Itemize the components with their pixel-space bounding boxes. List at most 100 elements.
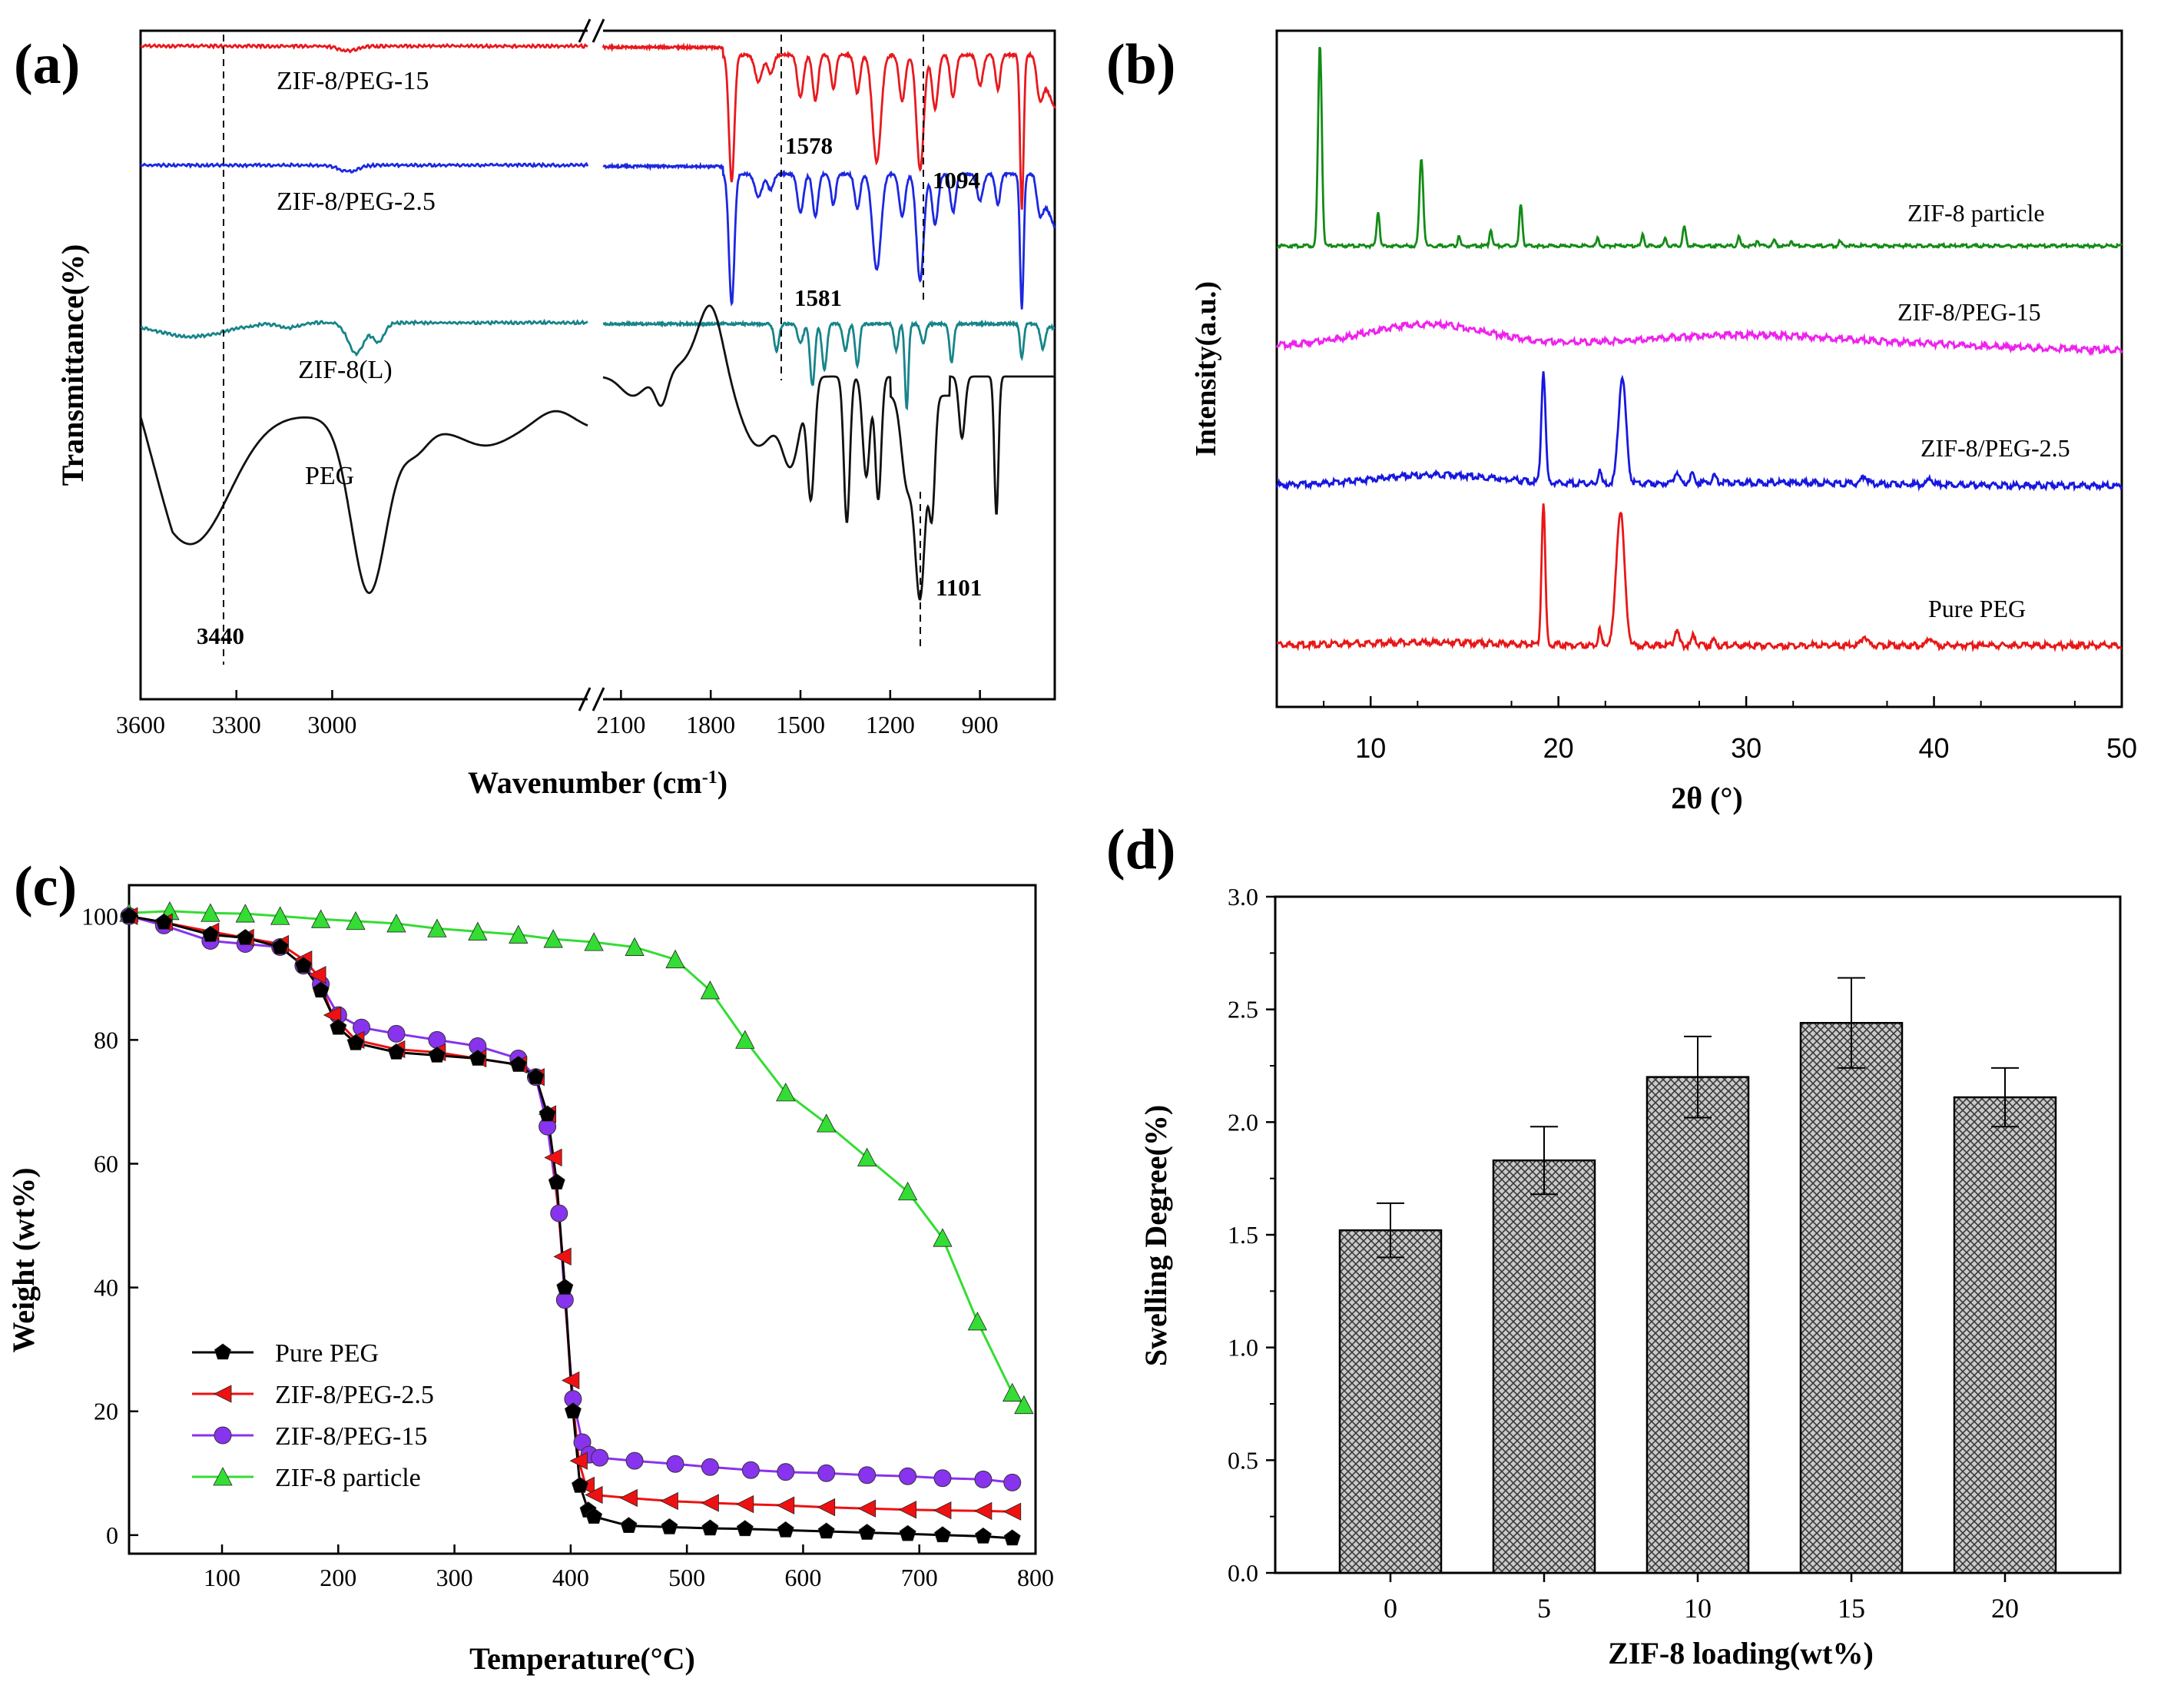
xrd-curve-0 (1276, 46, 2123, 250)
ytick-label: 1.5 (1228, 1221, 1258, 1249)
tga-point-3 (270, 906, 290, 925)
xrd-curve-3 (1276, 503, 2123, 653)
xtick-label: 2100 (596, 711, 645, 738)
tga-line-1 (128, 914, 1012, 1513)
panel-label-c: (c) (14, 855, 77, 918)
tga-point-0 (736, 1520, 754, 1537)
tga-point-2 (625, 1451, 644, 1470)
legend-label: ZIF-8 particle (275, 1464, 421, 1492)
tga-point-1 (569, 1451, 588, 1470)
ytick-label: 100 (81, 902, 118, 930)
tga-point-1 (857, 1499, 877, 1518)
ftir-curve-1 (140, 161, 1056, 310)
panel-b-xlabel: 2θ (°) (1671, 781, 1743, 815)
tga-point-3 (817, 1113, 837, 1133)
ytick-label: 60 (94, 1150, 118, 1178)
tga-point-1 (817, 1498, 836, 1517)
xtick-label: 30 (1731, 732, 1761, 764)
tga-point-3 (857, 1147, 877, 1166)
xtick-label: 50 (2106, 732, 2137, 764)
tga-point-0 (388, 1043, 405, 1060)
xtick-label: 40 (1919, 732, 1950, 764)
panel-a-curves (139, 42, 1056, 601)
xtick-label-20: 20 (1991, 1593, 2019, 1624)
xtick-label: 200 (320, 1564, 356, 1591)
tga-point-2 (666, 1455, 684, 1473)
panel-c-tga: (c) 100 200 300 400 500 600 700 800020406080100… (6, 855, 1054, 1676)
xtick-label-5: 5 (1537, 1593, 1551, 1624)
panel-label-b: (b) (1106, 33, 1175, 96)
xtick-label: 700 (901, 1564, 938, 1591)
tga-point-0 (620, 1517, 638, 1533)
label-zif8-peg15: ZIF-8/PEG-15 (277, 67, 429, 95)
tga-point-0 (777, 1521, 794, 1538)
xtick-label-15: 15 (1838, 1593, 1865, 1624)
tga-point-2 (974, 1470, 993, 1488)
panel-c-ticks: 100 200 300 400 500 600 700 800 0 20 40 60 80 100 (81, 902, 1054, 1591)
tga-point-1 (933, 1501, 952, 1520)
tga-point-0 (527, 1068, 545, 1084)
tga-point-0 (509, 1056, 527, 1072)
tga-point-2 (387, 1024, 406, 1043)
panel-a-ftir: (a) ZIF-8/PEG-15 ZIF-8/PEG-2.5 ZIF-8(L) … (14, 15, 1056, 800)
bar-15 (1799, 1022, 1904, 1574)
tga-point-2 (1003, 1473, 1022, 1491)
xtick-label: 1200 (866, 711, 915, 738)
tga-point-3 (735, 1030, 755, 1049)
panel-a-xlabel: Wavenumber (cm-1) (468, 765, 727, 800)
panel-d-xlabel: ZIF-8 loading(wt%) (1608, 1636, 1874, 1670)
tga-point-3 (468, 921, 488, 941)
tga-point-0 (585, 1508, 603, 1524)
ytick-label: 0.5 (1228, 1446, 1258, 1474)
label-zif8-l: ZIF-8(L) (298, 356, 393, 384)
panel-a-ticks: 3600 3300 3000 2100 1800 1500 1200 900 (116, 690, 999, 738)
xtick-label: 1800 (686, 711, 735, 738)
legend-label: Pure PEG (275, 1339, 379, 1368)
xtick-label: 100 (204, 1564, 240, 1591)
xtick-label: 900 (962, 711, 999, 738)
label-zif8-particle: ZIF-8 particle (1907, 199, 2045, 227)
tga-point-1 (619, 1488, 638, 1508)
tga-point-1 (553, 1247, 572, 1266)
tga-point-0 (701, 1519, 719, 1536)
legend-marker (214, 1385, 232, 1403)
panel-c-xlabel: Temperature(°C) (469, 1641, 695, 1676)
tga-point-1 (561, 1371, 580, 1390)
panel-b-ylabel: Intensity(a.u.) (1190, 281, 1222, 456)
tga-line-0 (128, 914, 1012, 1540)
tga-point-2 (550, 1204, 568, 1223)
tga-point-3 (625, 937, 645, 956)
ytick-label: 20 (94, 1398, 118, 1425)
tga-point-3 (584, 932, 604, 951)
xtick-label: 500 (668, 1564, 705, 1591)
tga-point-2 (741, 1461, 760, 1479)
legend-marker (213, 1467, 233, 1486)
annot-1094: 1094 (933, 167, 980, 194)
tga-point-0 (539, 1105, 556, 1122)
bar-0 (1338, 1229, 1443, 1574)
xtick-label: 300 (436, 1564, 473, 1591)
tga-point-3 (543, 929, 563, 948)
annot-1101: 1101 (936, 574, 982, 601)
tga-point-2 (777, 1463, 795, 1481)
ytick-label: 80 (94, 1026, 118, 1053)
panel-b-ticks: 10 20 30 40 50 (1323, 696, 2137, 764)
bar-10 (1645, 1076, 1750, 1574)
panel-b-curves (1275, 46, 2123, 653)
xrd-curve-2 (1275, 371, 2123, 493)
label-zif8-peg25: ZIF-8/PEG-2.5 (277, 187, 436, 216)
tga-point-2 (817, 1464, 836, 1482)
tga-point-0 (428, 1047, 446, 1063)
tga-point-0 (237, 929, 254, 945)
tga-point-2 (858, 1466, 877, 1485)
ytick-label: 2.5 (1228, 996, 1258, 1023)
bar-5 (1492, 1159, 1596, 1574)
annot-1581: 1581 (794, 284, 842, 311)
reference-lines (223, 35, 924, 665)
tga-point-0 (661, 1518, 678, 1534)
tga-point-0 (858, 1524, 876, 1540)
panel-c-legend: Pure PEG ZIF-8/PEG-2.5 ZIF-8/PEG-15 ZIF-8 p… (192, 1339, 434, 1492)
xtick-label: 600 (784, 1564, 821, 1591)
xtick-label: 10 (1355, 732, 1386, 764)
ytick-label: 40 (94, 1274, 118, 1302)
